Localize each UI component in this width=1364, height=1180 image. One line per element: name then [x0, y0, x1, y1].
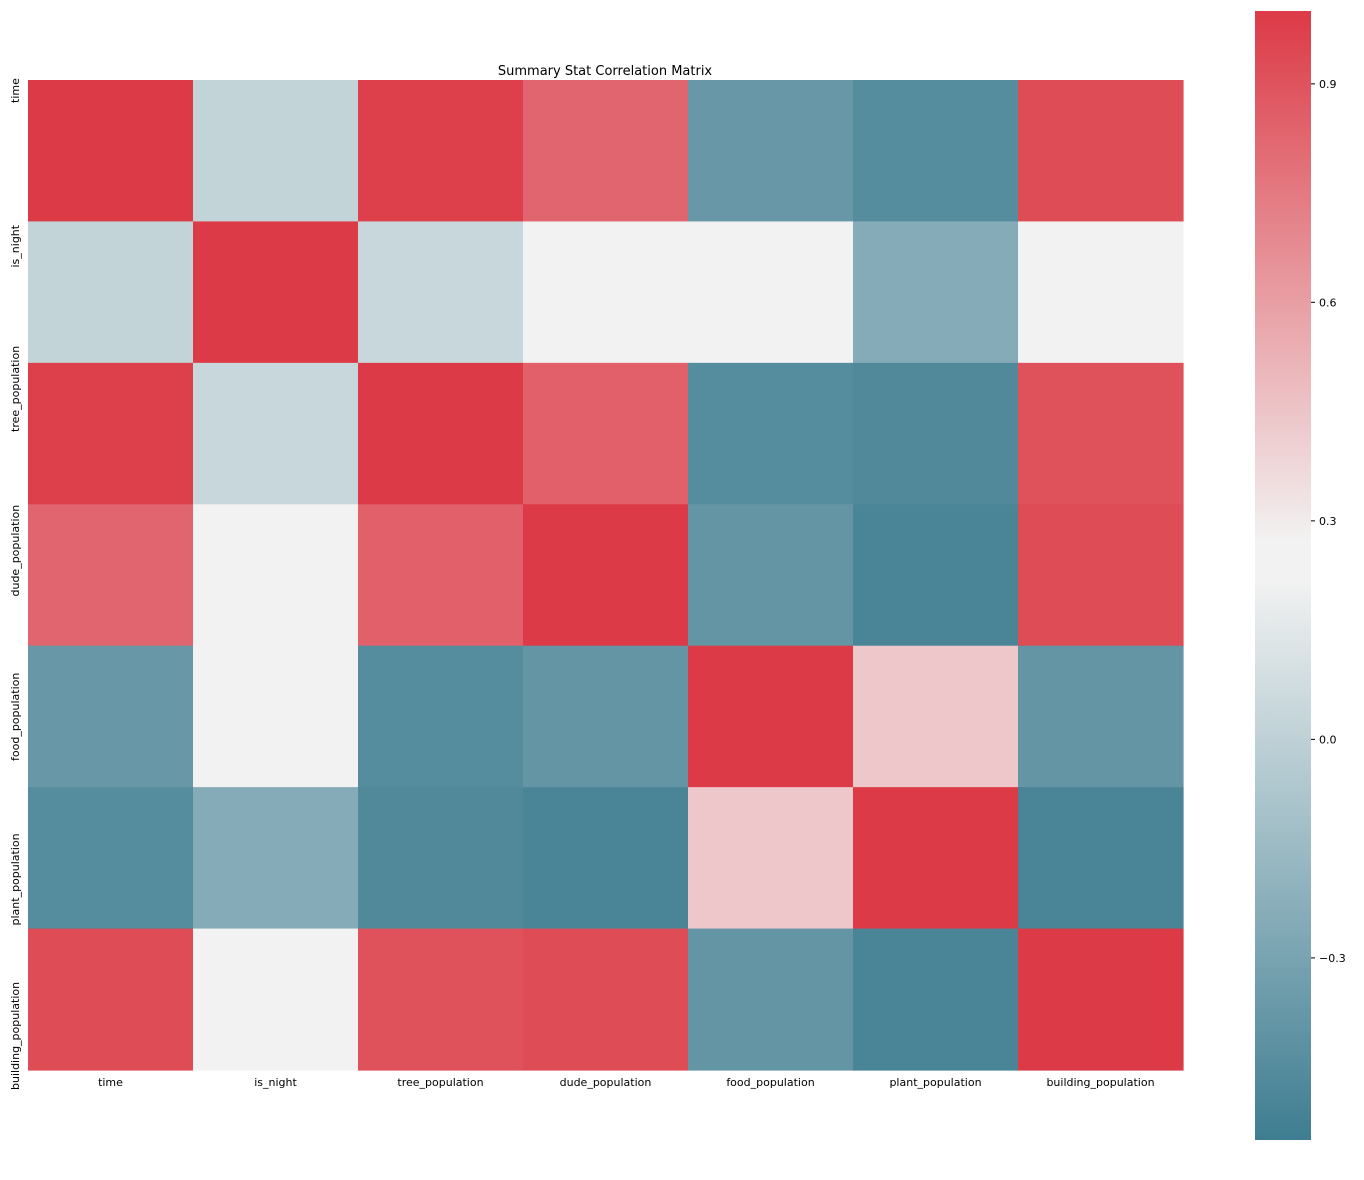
heatmap-cell-dude_population-plant_population: [853, 504, 1019, 647]
colorbar-tick-label: −0.3: [1319, 952, 1346, 965]
heatmap-cell-plant_population-building_population: [1018, 787, 1184, 930]
heatmap-cell-tree_population-plant_population: [853, 362, 1019, 505]
heatmap-cell-tree_population-dude_population: [523, 362, 689, 505]
colorbar-scale: [1255, 11, 1311, 1140]
heatmap-cell-food_population-is_night: [193, 645, 359, 788]
heatmap-cell-tree_population-time: [28, 362, 194, 505]
heatmap-cell-dude_population-time: [28, 504, 194, 647]
heatmap-cell-is_night-tree_population: [358, 221, 524, 364]
y-tick-label: food_population: [9, 673, 22, 761]
y-tick-label: building_population: [9, 982, 22, 1090]
heatmap-cell-time-building_population: [1018, 80, 1184, 223]
heatmap-cell-is_night-building_population: [1018, 221, 1184, 364]
heatmap-cell-plant_population-food_population: [688, 787, 854, 930]
heatmap-cell-time-tree_population: [358, 80, 524, 223]
heatmap-cell-building_population-tree_population: [358, 928, 524, 1071]
heatmap-cell-time-is_night: [193, 80, 359, 223]
heatmap-cells: [28, 80, 1184, 1071]
y-tick-label: plant_population: [9, 833, 22, 925]
heatmap-cell-plant_population-tree_population: [358, 787, 524, 930]
heatmap-cell-plant_population-plant_population: [853, 787, 1019, 930]
y-axis-tick-labels: time is_night tree_population dude_populati…: [9, 78, 22, 1090]
heatmap-cell-dude_population-is_night: [193, 504, 359, 647]
heatmap-cell-is_night-is_night: [193, 221, 359, 364]
heatmap-cell-plant_population-is_night: [193, 787, 359, 930]
y-tick-label: time: [9, 78, 22, 103]
x-tick-label: dude_population: [560, 1076, 652, 1089]
heatmap-cell-building_population-dude_population: [523, 928, 689, 1071]
heatmap-cell-time-time: [28, 80, 194, 223]
x-tick-label: tree_population: [397, 1076, 483, 1089]
colorbar-tick-label: 0.0: [1319, 733, 1337, 746]
heatmap-cell-food_population-plant_population: [853, 645, 1019, 788]
heatmap-cell-food_population-tree_population: [358, 645, 524, 788]
heatmap-cell-dude_population-food_population: [688, 504, 854, 647]
x-tick-label: food_population: [726, 1076, 814, 1089]
x-axis-tick-labels: time is_night tree_population dude_populati…: [98, 1076, 1155, 1089]
heatmap-cell-dude_population-building_population: [1018, 504, 1184, 647]
heatmap-cell-food_population-food_population: [688, 645, 854, 788]
heatmap-cell-food_population-building_population: [1018, 645, 1184, 788]
heatmap-cell-food_population-dude_population: [523, 645, 689, 788]
x-tick-label: time: [98, 1076, 123, 1089]
colorbar: 0.9 0.6 0.3 0.0 −0.3: [1255, 11, 1346, 1140]
x-tick-label: building_population: [1046, 1076, 1154, 1089]
x-tick-label: plant_population: [889, 1076, 981, 1089]
heatmap-cell-is_night-time: [28, 221, 194, 364]
heatmap-cell-time-dude_population: [523, 80, 689, 223]
heatmap-cell-building_population-building_population: [1018, 928, 1184, 1071]
heatmap-cell-building_population-is_night: [193, 928, 359, 1071]
heatmap-cell-tree_population-food_population: [688, 362, 854, 505]
colorbar-tick-label: 0.3: [1319, 515, 1337, 528]
heatmap-cell-plant_population-time: [28, 787, 194, 930]
heatmap-cell-is_night-plant_population: [853, 221, 1019, 364]
heatmap-cell-time-plant_population: [853, 80, 1019, 223]
heatmap-cell-dude_population-tree_population: [358, 504, 524, 647]
heatmap-cell-dude_population-dude_population: [523, 504, 689, 647]
x-tick-label: is_night: [254, 1076, 297, 1089]
heatmap-cell-plant_population-dude_population: [523, 787, 689, 930]
colorbar-tick-label: 0.9: [1319, 78, 1337, 91]
heatmap-cell-tree_population-tree_population: [358, 362, 524, 505]
heatmap-cell-building_population-time: [28, 928, 194, 1071]
heatmap-cell-building_population-food_population: [688, 928, 854, 1071]
chart-title: Summary Stat Correlation Matrix: [498, 64, 713, 79]
y-tick-label: tree_population: [9, 346, 22, 432]
y-tick-label: is_night: [9, 224, 22, 267]
y-tick-label: dude_population: [9, 505, 22, 597]
heatmap-cell-food_population-time: [28, 645, 194, 788]
colorbar-tick-label: 0.6: [1319, 296, 1337, 309]
heatmap-cell-tree_population-is_night: [193, 362, 359, 505]
heatmap-cell-time-food_population: [688, 80, 854, 223]
heatmap-cell-is_night-dude_population: [523, 221, 689, 364]
heatmap-cell-building_population-plant_population: [853, 928, 1019, 1071]
heatmap-cell-is_night-food_population: [688, 221, 854, 364]
colorbar-ticks: 0.9 0.6 0.3 0.0 −0.3: [1311, 78, 1346, 965]
heatmap-cell-tree_population-building_population: [1018, 362, 1184, 505]
